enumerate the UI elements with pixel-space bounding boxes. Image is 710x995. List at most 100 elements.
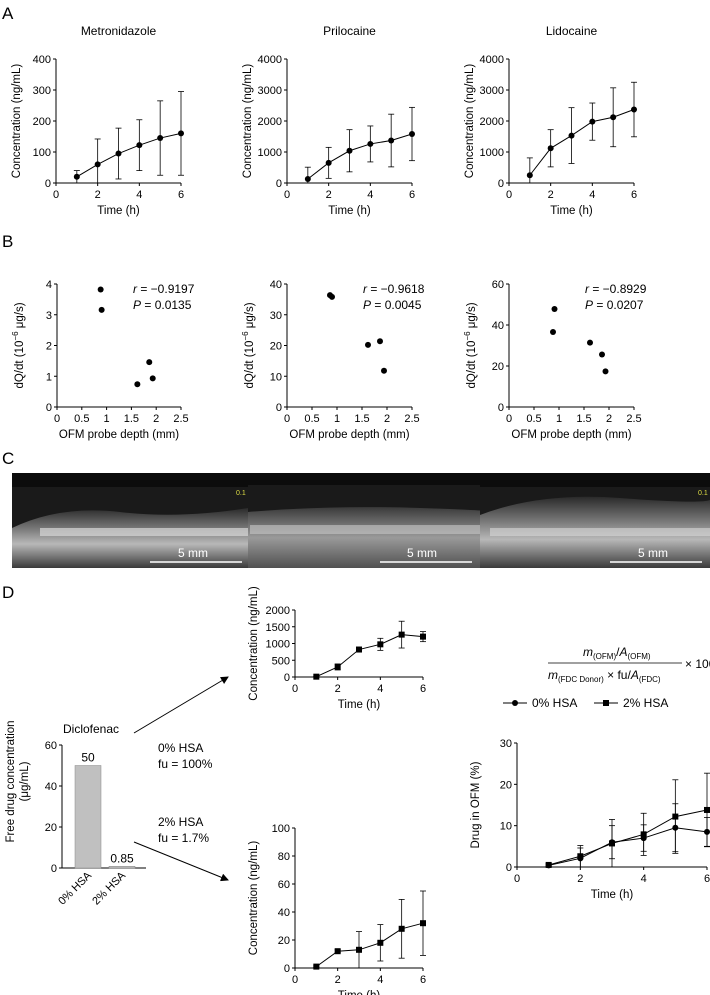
y-tick-label: 0 [45, 178, 51, 190]
stat-p: P = 0.0207 [585, 298, 644, 312]
y-axis-label-main: dQ/dt (10 [14, 341, 26, 389]
x-tick-label: 0 [506, 413, 512, 425]
y-tick-label: 1000 [480, 147, 504, 159]
y-tick-label: 20 [492, 361, 504, 373]
depth-marker: 0.1 [236, 490, 246, 497]
stat-r: r = −0.9197 [133, 282, 195, 296]
x-tick-label: 0 [284, 189, 290, 201]
x-tick-label: 0 [54, 413, 60, 425]
data-point [610, 114, 617, 121]
data-point [157, 135, 164, 142]
x-axis-label: Time (h) [338, 699, 381, 711]
y-tick-label: 0 [506, 862, 512, 874]
data-point [325, 159, 332, 166]
y-tick-label: 20 [270, 341, 282, 353]
data-point [136, 142, 143, 149]
legend-marker-2hsa [603, 700, 609, 706]
stat-r: r = −0.9618 [363, 282, 425, 296]
data-point [568, 132, 575, 139]
x-axis-label: Time (h) [328, 205, 371, 217]
data-point [420, 920, 426, 927]
stat-r-var: r [585, 282, 590, 296]
x-tick-label: 6 [631, 189, 637, 201]
data-point [304, 175, 311, 182]
series-line [529, 109, 635, 176]
stat-r-value: = −0.9618 [367, 282, 425, 296]
y-axis-label: Concentration (ng/mL) [242, 64, 254, 179]
chart-title: Metronidazole [81, 24, 157, 38]
series-line [316, 634, 424, 678]
stat-p: P = 0.0045 [363, 298, 422, 312]
x-tick-label: 1 [334, 413, 340, 425]
y-tick-label: 0 [284, 963, 290, 975]
x-tick-label: 0 [292, 974, 298, 986]
y-axis-label-1: Free drug concentration [5, 720, 17, 842]
stat-r-var: r [133, 282, 138, 296]
y-tick-label: 40 [45, 781, 57, 793]
data-point [334, 663, 341, 670]
x-tick-label: 0% HSA [56, 869, 94, 907]
x-tick-label: 0 [284, 413, 290, 425]
x-tick-label: 4 [641, 873, 647, 885]
formula-den-a: A [630, 668, 639, 682]
y-tick-label: 60 [278, 879, 290, 891]
y-tick-label: 10 [270, 371, 282, 383]
data-point [134, 381, 141, 388]
scatter-lidocaine-depth: 0 0.5 1 1.5 2 2.5 0 20 40 60 OFM probe depth (mm) d… [463, 279, 647, 441]
legend-marker-0hsa [512, 700, 518, 706]
scale-bar-label-3: 5 mm [638, 546, 668, 560]
y-tick-label: 3 [46, 310, 52, 322]
formula-den-sub2: (FDC) [639, 675, 661, 684]
series-line [76, 132, 182, 178]
stat-p-var: P [133, 298, 141, 312]
formula-num-sub1: (OFM) [593, 652, 616, 661]
y-axis-label: Drug in OFM (%) [470, 761, 482, 848]
y-tick-label: 4 [46, 279, 52, 291]
y-tick-label: 1500 [266, 622, 290, 634]
x-tick-label: 2 [577, 873, 583, 885]
data-point [367, 140, 374, 147]
data-point [551, 306, 558, 313]
y-axis-label: Concentration (ng/mL) [248, 841, 260, 956]
formula-factor: × 100 [685, 657, 710, 671]
data-point [602, 368, 609, 375]
x-axis-label: Time (h) [338, 990, 381, 995]
chart-title: Diclofenac [63, 722, 119, 736]
formula-num-m: m [583, 645, 593, 659]
y-tick-label: 2000 [480, 116, 504, 128]
data-point [94, 161, 101, 168]
x-axis-label: OFM probe depth (mm) [511, 429, 631, 441]
y-tick-label: 3000 [480, 85, 504, 97]
panel-letter-a: A [2, 4, 14, 23]
y-tick-label: 100 [33, 147, 51, 159]
panel-letter-c: C [2, 449, 14, 468]
y-axis-label: Concentration (ng/mL) [464, 64, 476, 179]
x-tick-label: 6 [178, 189, 184, 201]
data-point [377, 939, 384, 946]
x-tick-label: 2 [384, 413, 390, 425]
stat-p: P = 0.0135 [133, 298, 192, 312]
stat-p-value: = 0.0207 [593, 298, 644, 312]
data-point [377, 641, 384, 648]
y-axis-label: dQ/dt (10−6 μg/s) [241, 302, 256, 388]
y-tick-label: 2000 [266, 605, 290, 617]
x-tick-label: 0.5 [526, 413, 541, 425]
chart-diclofenac-0hsa: 0 2 4 6 0 500 1000 1500 2000 Time (h) Concentratio… [248, 586, 426, 711]
y-tick-label: 10 [500, 821, 512, 833]
oct-images: 0.1 0.1 5 mm 5 mm 5 mm [12, 473, 710, 568]
formula-den-sub1: (FDC Donor) [558, 675, 604, 684]
arrow-to-2hsa [133, 841, 229, 882]
data-point [334, 948, 341, 955]
x-tick-label: 1 [556, 413, 562, 425]
x-tick-label: 2 [95, 189, 101, 201]
stat-p-value: = 0.0135 [141, 298, 192, 312]
y-axis-label-unit: μg/s) [244, 302, 256, 331]
x-tick-label: 0.5 [304, 413, 319, 425]
y-axis-label-unit: μg/s) [14, 302, 26, 331]
y-tick-label: 2000 [258, 116, 282, 128]
data-point [577, 853, 584, 860]
data-point [547, 145, 554, 152]
y-tick-label: 0 [498, 178, 504, 190]
y-tick-label: 4000 [258, 54, 282, 66]
y-tick-label: 1 [46, 371, 52, 383]
